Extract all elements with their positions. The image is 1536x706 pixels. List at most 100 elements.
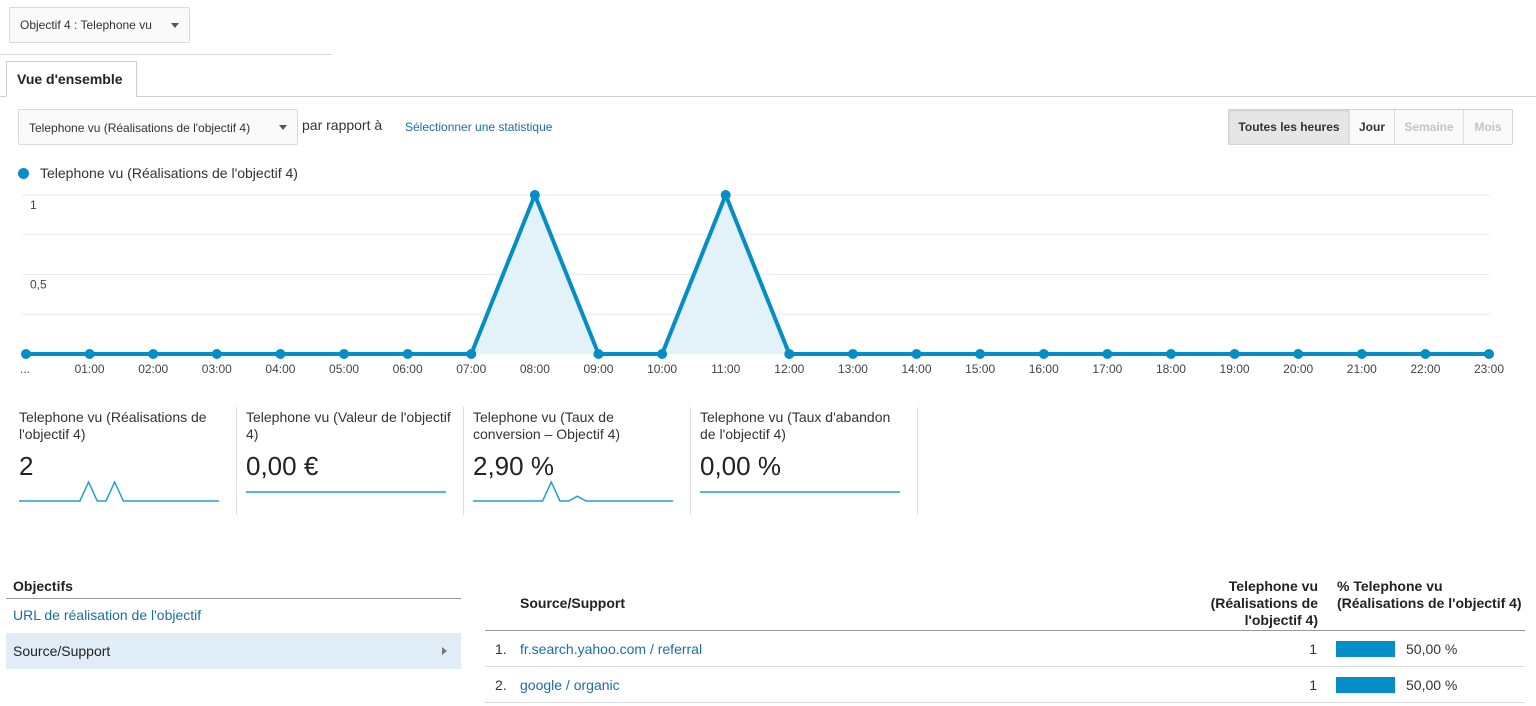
scorecard-value: 2,90 % — [473, 451, 554, 481]
table-row: 2. google / organic 1 50,00 % — [485, 667, 1525, 703]
table-row: 1. fr.search.yahoo.com / referral 1 50,0… — [485, 631, 1525, 667]
divider — [0, 54, 332, 55]
data-point — [529, 190, 540, 200]
x-tick-label: 19:00 — [1220, 362, 1250, 376]
period-month-button[interactable]: Mois — [1464, 110, 1512, 144]
select-statistic-link[interactable]: Sélectionner une statistique — [405, 120, 553, 134]
x-tick-label: 23:00 — [1474, 362, 1504, 376]
scorecard-value: 0,00 % — [700, 451, 781, 481]
column-header-source[interactable]: Source/Support — [520, 595, 626, 611]
scorecard-value: 2 — [19, 451, 34, 481]
scorecards: Telephone vu (Réalisations de l'objectif… — [10, 407, 918, 515]
data-point — [211, 349, 222, 359]
sparkline — [246, 491, 446, 493]
metric-selector-label: Telephone vu (Réalisations de l'objectif… — [29, 121, 251, 135]
row-percent: 50,00 % — [1406, 677, 1458, 693]
sparkline — [700, 491, 900, 493]
x-tick-label: 10:00 — [647, 362, 677, 376]
data-point — [1102, 349, 1113, 359]
data-point — [148, 349, 159, 359]
x-tick-label: 11:00 — [711, 362, 740, 376]
data-point — [975, 349, 986, 359]
y-tick-label: 1 — [30, 198, 37, 212]
x-tick-label: 08:00 — [520, 362, 550, 376]
x-tick-label: 07:00 — [456, 362, 486, 376]
x-tick-label: 18:00 — [1156, 362, 1186, 376]
data-point — [1356, 349, 1367, 359]
tab-divider — [0, 96, 1536, 97]
period-week-button[interactable]: Semaine — [1395, 110, 1464, 144]
row-source-link[interactable]: google / organic — [520, 677, 620, 693]
y-tick-label: 0,5 — [30, 278, 47, 292]
period-toggle: Toutes les heures Jour Semaine Mois — [1228, 109, 1513, 145]
data-point — [84, 349, 95, 359]
row-count: 1 — [1309, 641, 1317, 657]
x-tick-label: 16:00 — [1029, 362, 1059, 376]
x-tick-label: 20:00 — [1283, 362, 1313, 376]
row-percent-bar — [1336, 677, 1395, 693]
scorecard-conversion-rate[interactable]: Telephone vu (Taux de conversion – Objec… — [464, 407, 691, 515]
x-tick-label: 06:00 — [393, 362, 423, 376]
data-point — [1165, 349, 1176, 359]
scorecard-title: Telephone vu (Taux d'abandon de l'object… — [700, 409, 891, 442]
data-point — [720, 190, 731, 200]
chevron-right-icon — [442, 647, 447, 655]
row-percent: 50,00 % — [1406, 641, 1458, 657]
data-point — [593, 349, 604, 359]
period-day-button[interactable]: Jour — [1350, 110, 1395, 144]
data-point — [847, 349, 858, 359]
sparkline-path — [473, 480, 673, 502]
x-tick-label: 22:00 — [1410, 362, 1440, 376]
data-point — [1229, 349, 1240, 359]
data-point — [1420, 349, 1431, 359]
data-point — [784, 349, 795, 359]
x-tick-label: 05:00 — [329, 362, 359, 376]
scorecard-value: 0,00 € — [246, 451, 319, 481]
data-point — [1293, 349, 1304, 359]
data-point — [466, 349, 477, 359]
x-tick-label: 14:00 — [902, 362, 932, 376]
data-point — [402, 349, 413, 359]
column-header-goal-percent[interactable]: % Telephone vu (Réalisations de l'object… — [1337, 578, 1522, 611]
scorecard-title: Telephone vu (Réalisations de l'objectif… — [19, 409, 207, 442]
objective-url-link[interactable]: URL de réalisation de l'objectif — [13, 607, 202, 623]
objectives-header: Objectifs — [6, 578, 461, 599]
x-tick-label: ... — [20, 362, 30, 376]
sparkline — [473, 480, 673, 502]
sparkline — [19, 480, 219, 502]
period-hourly-button[interactable]: Toutes les heures — [1229, 110, 1350, 144]
data-point — [275, 349, 286, 359]
row-source-link[interactable]: fr.search.yahoo.com / referral — [520, 641, 703, 657]
metric-selector[interactable]: Telephone vu (Réalisations de l'objectif… — [18, 109, 298, 145]
scorecard-completions[interactable]: Telephone vu (Réalisations de l'objectif… — [10, 407, 237, 515]
x-tick-label: 01:00 — [75, 362, 105, 376]
x-tick-label: 04:00 — [265, 362, 295, 376]
x-tick-label: 13:00 — [838, 362, 868, 376]
scorecard-title: Telephone vu (Valeur de l'objectif 4) — [246, 409, 451, 442]
row-index: 2. — [495, 677, 507, 693]
objective-source-medium-item[interactable]: Source/Support — [6, 633, 461, 669]
data-point — [657, 349, 668, 359]
data-point — [911, 349, 922, 359]
scorecard-title: Telephone vu (Taux de conversion – Objec… — [473, 409, 621, 442]
objective-item-label: Source/Support — [13, 643, 111, 659]
chart-legend: Telephone vu (Réalisations de l'objectif… — [18, 165, 298, 181]
goal-selector[interactable]: Objectif 4 : Telephone vu — [9, 7, 190, 43]
sparkline-path — [19, 480, 219, 502]
scorecard-value-goal[interactable]: Telephone vu (Valeur de l'objectif 4) 0,… — [237, 407, 464, 515]
x-tick-label: 09:00 — [583, 362, 613, 376]
scorecard-abandon-rate[interactable]: Telephone vu (Taux d'abandon de l'object… — [691, 407, 918, 515]
data-point — [21, 349, 31, 359]
tab-overview[interactable]: Vue d'ensemble — [6, 61, 137, 97]
legend-dot-icon — [18, 167, 29, 179]
x-tick-label: 03:00 — [202, 362, 232, 376]
row-percent-bar — [1336, 641, 1395, 657]
x-tick-label: 02:00 — [138, 362, 168, 376]
x-tick-label: 12:00 — [774, 362, 804, 376]
x-tick-label: 21:00 — [1347, 362, 1377, 376]
column-header-goal-completions[interactable]: Telephone vu (Réalisations de l'objectif… — [1210, 578, 1318, 628]
chevron-down-icon — [171, 23, 179, 28]
legend-label: Telephone vu (Réalisations de l'objectif… — [40, 165, 298, 181]
data-point — [1038, 349, 1049, 359]
x-tick-label: 15:00 — [965, 362, 995, 376]
